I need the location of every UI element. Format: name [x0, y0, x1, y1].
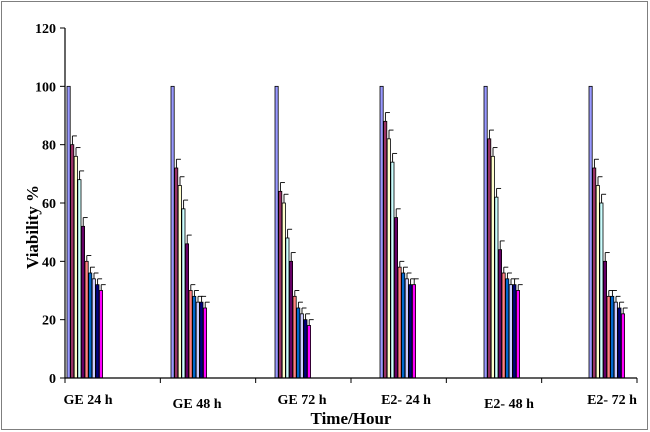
- bar: [274, 85, 279, 379]
- bar: [292, 295, 297, 379]
- bar: [181, 208, 186, 379]
- bar: [99, 290, 104, 379]
- bar: [91, 278, 96, 379]
- y-tick-label: 20: [42, 314, 56, 329]
- bar: [278, 190, 283, 379]
- bar: [383, 120, 388, 379]
- bar: [610, 295, 615, 379]
- bar: [66, 85, 71, 379]
- bar: [192, 295, 197, 379]
- bar: [88, 272, 93, 379]
- bar: [299, 313, 304, 379]
- bar: [617, 307, 622, 379]
- bar: [95, 284, 100, 379]
- bar: [603, 260, 608, 379]
- bar: [497, 249, 502, 379]
- bar: [592, 167, 597, 379]
- bar: [490, 155, 495, 379]
- bar: [188, 290, 193, 379]
- bar: [81, 225, 86, 379]
- bar: [397, 266, 402, 379]
- bar: [588, 85, 593, 379]
- axes-layer: 0 20 40 60 80 100 120 GE 24 h GE 48 h GE 72 h E2- …: [35, 22, 638, 412]
- bar: [483, 85, 488, 379]
- bar: [306, 325, 311, 379]
- bars-layer: [66, 85, 628, 379]
- bar: [508, 284, 513, 379]
- bar: [77, 179, 82, 379]
- bar: [487, 138, 492, 379]
- bar: [411, 284, 416, 379]
- bar: [390, 161, 395, 379]
- bar: [404, 278, 409, 379]
- bar: [599, 202, 604, 379]
- bar: [516, 290, 521, 379]
- y-tick-label: 0: [49, 372, 56, 387]
- bar: [595, 185, 600, 379]
- bar: [501, 272, 506, 379]
- bar: [73, 155, 78, 379]
- x-tick-label: GE 72 h: [277, 393, 326, 408]
- bar: [606, 295, 611, 379]
- bar: [202, 307, 207, 379]
- y-tick-label: 100: [35, 80, 56, 95]
- bar: [505, 278, 510, 379]
- y-tick-label: 60: [42, 197, 56, 212]
- bar: [84, 260, 89, 379]
- bar: [512, 284, 517, 379]
- y-axis-title: Viability %: [23, 185, 42, 269]
- bar: [296, 307, 301, 379]
- bar: [393, 217, 398, 379]
- bar: [494, 196, 499, 379]
- bar: [613, 301, 618, 379]
- x-tick-label: GE 24 h: [63, 393, 112, 408]
- bar: [174, 167, 179, 379]
- bar: [408, 284, 413, 379]
- bar: [184, 243, 189, 379]
- bar: [195, 301, 200, 379]
- bar: [303, 319, 308, 379]
- x-axis-title: Time/Hour: [311, 409, 392, 428]
- y-tick-label: 80: [42, 139, 56, 154]
- x-tick-label: E2- 48 h: [484, 397, 534, 412]
- bar: [379, 85, 384, 379]
- x-tick-label: GE 48 h: [172, 397, 221, 412]
- y-tick-label: 120: [35, 22, 56, 37]
- bar: [177, 185, 182, 379]
- bar: [401, 272, 406, 379]
- bar: [281, 202, 286, 379]
- bar: [199, 301, 204, 379]
- y-tick-label: 40: [42, 255, 56, 270]
- bar: [285, 237, 290, 379]
- bar: [621, 313, 626, 379]
- x-tick-label: E2- 24 h: [381, 393, 431, 408]
- bar: [70, 144, 75, 379]
- bar: [170, 85, 175, 379]
- x-tick-label: E2- 72 h: [587, 393, 637, 408]
- bar: [386, 138, 391, 379]
- bar: [288, 260, 293, 379]
